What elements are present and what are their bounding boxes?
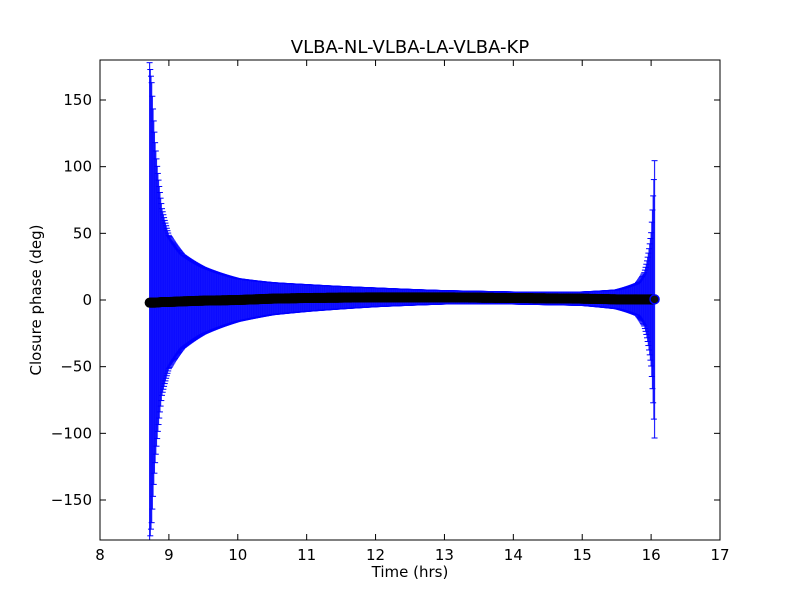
axis-ticks: 8 9 10 11 12 13 14 15 16 17 −150 −100 −50 0 50 100 150 bbox=[51, 60, 730, 564]
data-point bbox=[649, 294, 660, 305]
x-tick-label: 12 bbox=[366, 546, 385, 564]
x-tick-label: 9 bbox=[164, 546, 174, 564]
chart-title: VLBA-NL-VLBA-LA-VLBA-KP bbox=[291, 37, 530, 58]
y-tick-label: 50 bbox=[73, 224, 92, 242]
x-tick-label: 8 bbox=[95, 546, 105, 564]
x-tick-label: 14 bbox=[504, 546, 523, 564]
y-tick-label: 150 bbox=[63, 91, 92, 109]
x-tick-label: 17 bbox=[710, 546, 729, 564]
y-tick-label: −150 bbox=[51, 491, 92, 509]
data-points bbox=[144, 292, 660, 308]
x-tick-label: 15 bbox=[573, 546, 592, 564]
x-axis-label: Time (hrs) bbox=[371, 563, 449, 581]
y-tick-label: 0 bbox=[82, 291, 92, 309]
y-axis-label: Closure phase (deg) bbox=[27, 225, 45, 376]
plot-area bbox=[144, 62, 660, 540]
x-tick-label: 13 bbox=[435, 546, 454, 564]
x-tick-label: 10 bbox=[228, 546, 247, 564]
x-tick-label: 11 bbox=[297, 546, 316, 564]
y-tick-label: 100 bbox=[63, 158, 92, 176]
y-tick-label: −100 bbox=[51, 424, 92, 442]
y-tick-label: −50 bbox=[60, 358, 92, 376]
x-tick-label: 16 bbox=[642, 546, 661, 564]
